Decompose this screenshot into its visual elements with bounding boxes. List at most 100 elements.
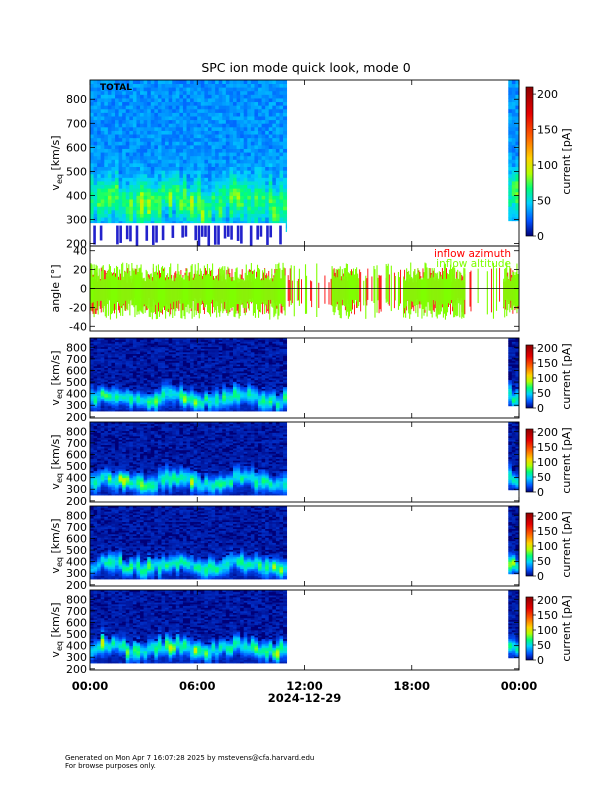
heatmap-cell	[207, 155, 212, 160]
heatmap-cell	[136, 166, 141, 171]
heatmap-cell	[511, 141, 516, 146]
heatmap-cell	[240, 209, 245, 214]
heatmap-cell	[179, 338, 184, 341]
heatmap-cell	[236, 343, 241, 346]
heatmap-cell	[140, 381, 145, 384]
heatmap-cell	[161, 353, 166, 356]
heatmap-cell	[125, 376, 130, 379]
heatmap-cell	[168, 391, 173, 395]
heatmap-cell	[200, 348, 205, 351]
heatmap-cell	[211, 213, 216, 218]
heatmap-cell	[225, 338, 230, 341]
heatmap-cell	[111, 87, 116, 92]
heatmap-cell	[111, 343, 116, 346]
heatmap-cell	[97, 357, 102, 360]
heatmap-cell	[508, 159, 513, 164]
heatmap-cell	[122, 384, 127, 388]
heatmap-cell	[157, 108, 162, 113]
heatmap-cell	[279, 170, 284, 175]
heatmap-cell	[143, 119, 148, 124]
heatmap-cell	[247, 98, 252, 103]
heatmap-cell	[100, 395, 105, 398]
heatmap-cell	[283, 155, 288, 160]
heatmap-cell	[215, 360, 220, 363]
total-low-band-segment	[155, 225, 158, 243]
heatmap-cell	[100, 108, 105, 113]
heatmap-cell	[104, 339, 109, 342]
heatmap-cell	[115, 351, 120, 355]
heatmap-cell	[104, 391, 109, 395]
heatmap-cell	[115, 365, 120, 368]
heatmap-cell	[97, 199, 102, 204]
heatmap-cell	[161, 112, 166, 117]
heatmap-cell	[515, 130, 520, 135]
heatmap-cell	[229, 105, 234, 110]
heatmap-cell	[140, 152, 145, 157]
heatmap-cell	[147, 90, 152, 95]
heatmap-cell	[204, 364, 209, 367]
heatmap-cell	[204, 407, 209, 410]
heatmap-cell	[147, 369, 152, 372]
heatmap-cell	[179, 381, 184, 384]
heatmap-cell	[107, 357, 112, 360]
heatmap-cell	[136, 369, 141, 372]
heatmap-cell	[197, 206, 202, 211]
heatmap-cell	[122, 404, 127, 407]
heatmap-cell	[129, 386, 134, 389]
heatmap-cell	[125, 386, 130, 389]
heatmap-cell	[233, 343, 237, 346]
heatmap-cell	[132, 388, 137, 391]
heatmap-cell	[161, 384, 166, 388]
heatmap-cell	[204, 397, 209, 400]
heatmap-cell	[147, 409, 152, 412]
heatmap-cell	[111, 206, 116, 211]
heatmap-cell	[111, 365, 116, 368]
total-low-band-background	[90, 223, 286, 246]
heatmap-cell	[140, 163, 145, 168]
heatmap-cell	[511, 209, 516, 214]
heatmap-cell	[125, 105, 130, 110]
heatmap-cell	[511, 116, 516, 121]
heatmap-cell	[236, 407, 241, 410]
heatmap-cell	[118, 123, 123, 128]
heatmap-cell	[93, 384, 98, 388]
heatmap-cell	[129, 213, 134, 218]
heatmap-cell	[190, 372, 195, 375]
heatmap-cell	[222, 87, 227, 92]
heatmap-cell	[90, 374, 94, 377]
heatmap-cell	[225, 367, 230, 370]
heatmap-cell	[136, 372, 141, 375]
heatmap-cell	[233, 217, 237, 222]
heatmap-cell	[97, 137, 102, 142]
heatmap-cell	[186, 379, 191, 382]
heatmap-cell	[508, 134, 513, 139]
heatmap-cell	[154, 199, 159, 204]
heatmap-cell	[261, 80, 266, 85]
heatmap-cell	[179, 341, 184, 344]
heatmap-cell	[233, 344, 237, 348]
heatmap-cell	[93, 206, 98, 211]
heatmap-cell	[222, 130, 227, 135]
heatmap-cell	[268, 134, 273, 139]
heatmap-cell	[143, 371, 148, 374]
heatmap-cell	[140, 90, 145, 95]
heatmap-cell	[197, 137, 202, 142]
heatmap-cell	[215, 209, 220, 214]
heatmap-cell	[215, 195, 220, 200]
heatmap-cell	[207, 390, 212, 393]
heatmap-cell	[179, 393, 184, 396]
heatmap-cell	[268, 144, 273, 149]
heatmap-cell	[118, 384, 123, 388]
heatmap-cell	[261, 137, 266, 142]
heatmap-cell	[272, 213, 277, 218]
heatmap-cell	[93, 397, 98, 400]
heatmap-cell	[229, 388, 234, 391]
heatmap-cell	[218, 383, 223, 386]
heatmap-cell	[186, 116, 191, 121]
heatmap-cell	[140, 376, 145, 379]
heatmap-cell	[211, 199, 216, 204]
heatmap-cell	[100, 137, 105, 142]
heatmap-cell	[508, 98, 513, 103]
heatmap-cell	[97, 166, 102, 171]
heatmap-cell	[157, 217, 162, 222]
